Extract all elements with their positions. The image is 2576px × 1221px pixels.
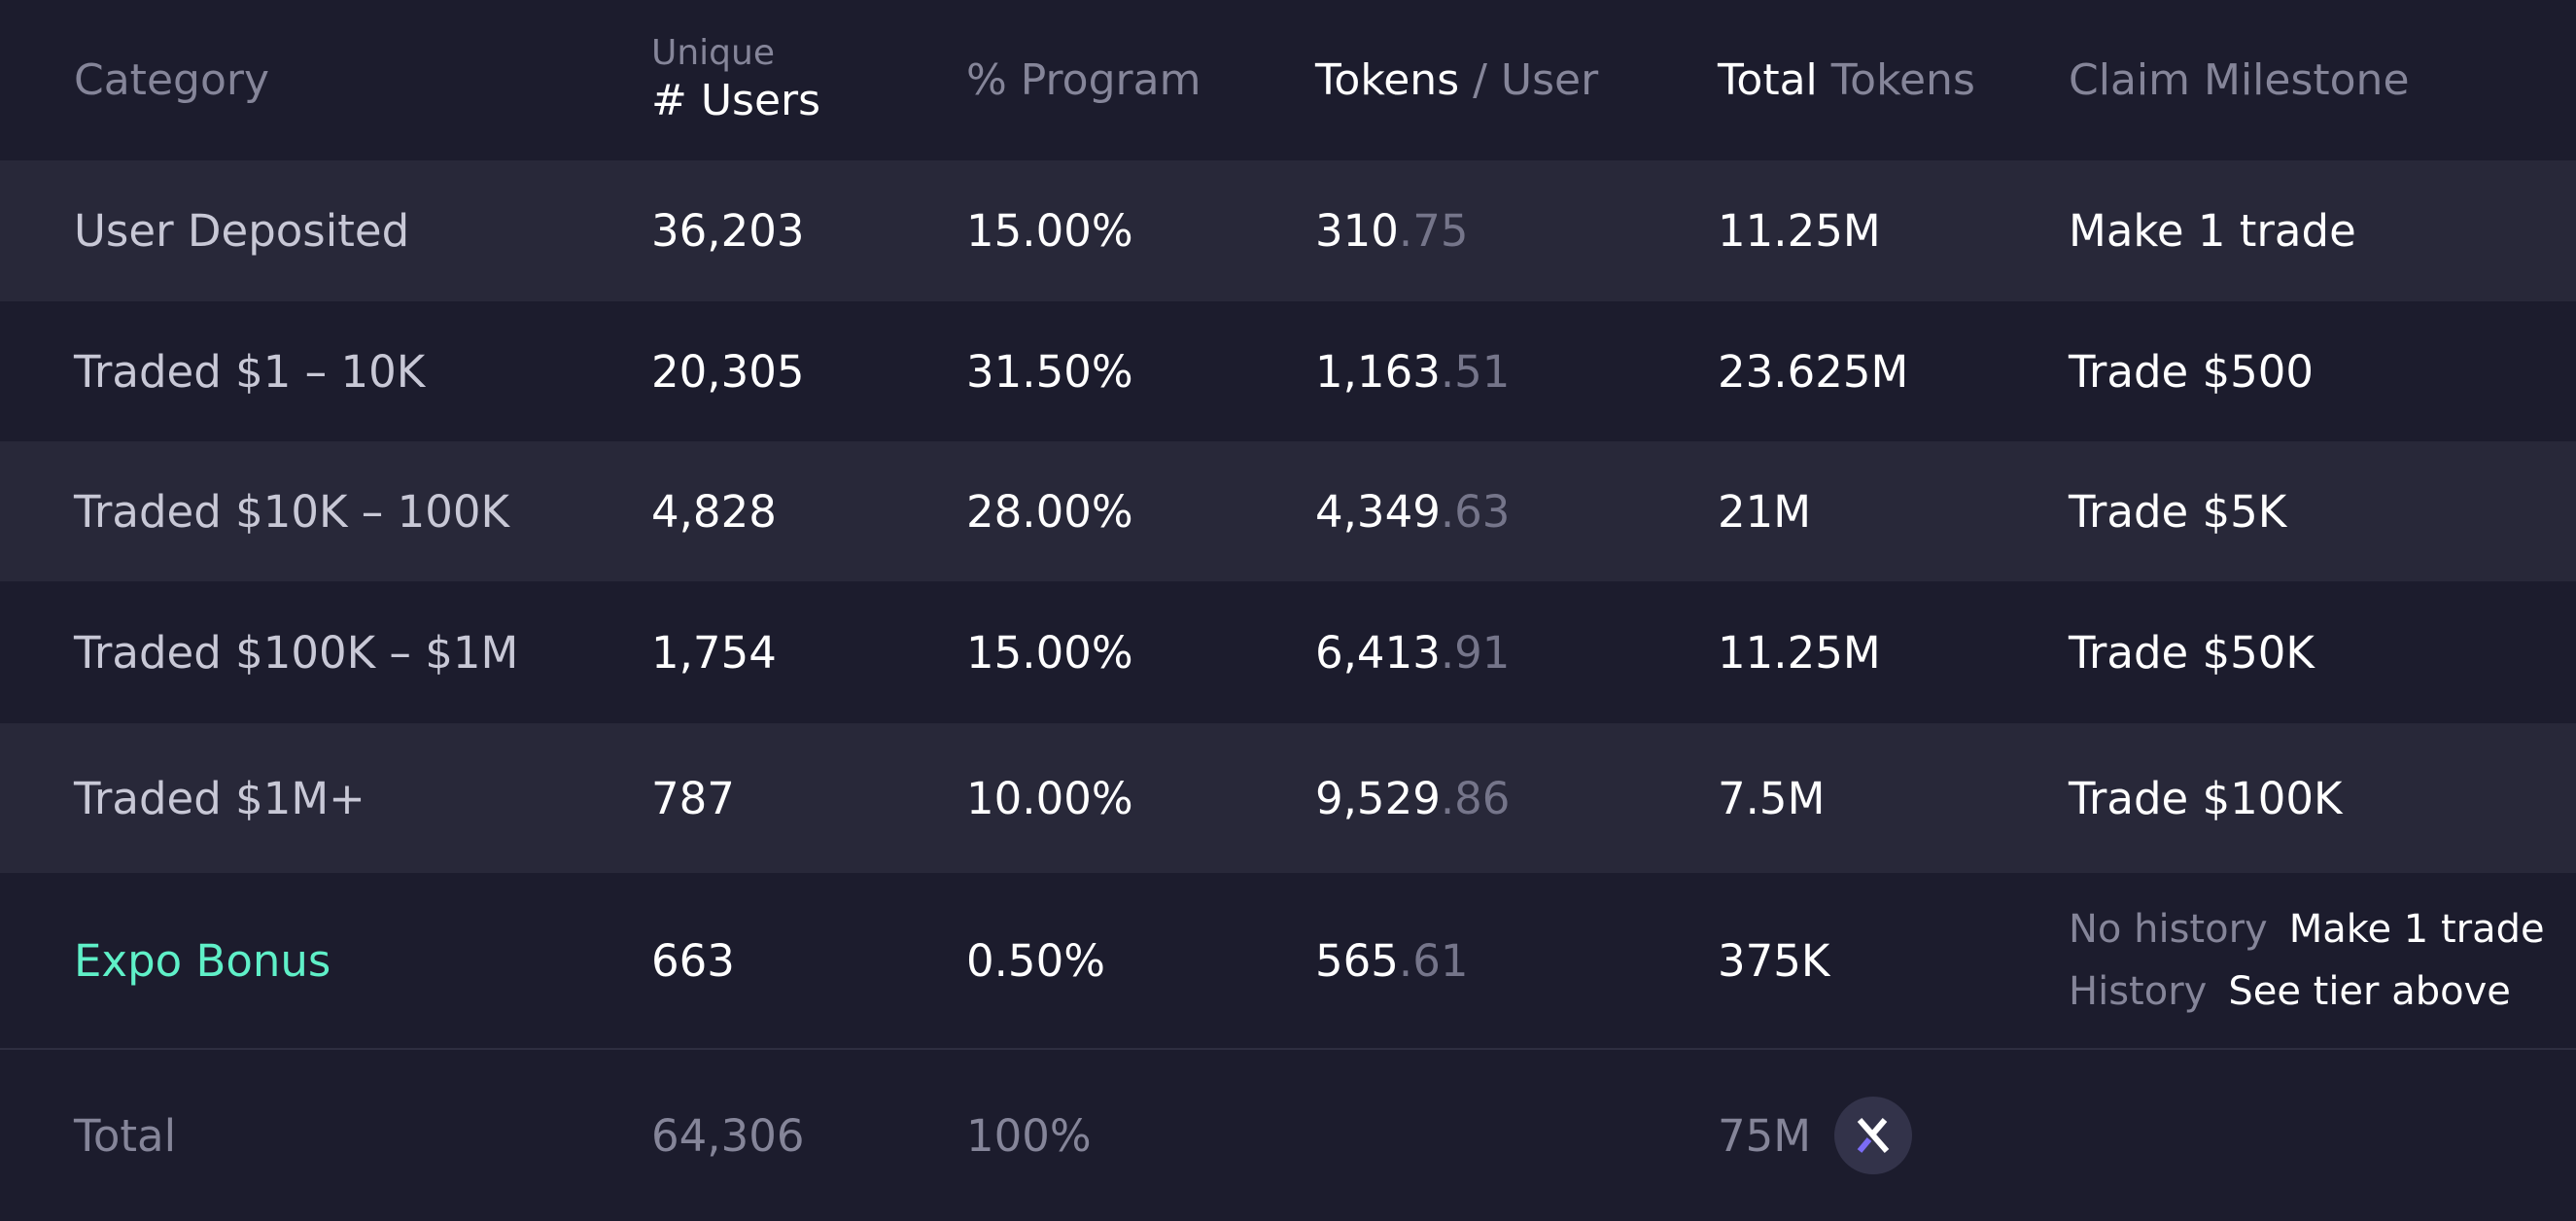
row-total-tokens: 11.25M [1718, 626, 1881, 679]
tpu-int: 4,349 [1315, 485, 1441, 538]
row-category: Traded $1 – 10K [74, 345, 426, 398]
header-tokens-per-user: Tokens / User [1315, 0, 1598, 160]
header-category: Category [74, 55, 269, 105]
bonus-row: Expo Bonus 663 0.50% 565.61 375K No hist… [0, 873, 2576, 1048]
total-label: Total [74, 1109, 177, 1162]
header-total-tokens: Total Tokens [1718, 0, 1975, 160]
tpu-int: 310 [1315, 205, 1399, 257]
row-claim-milestone: Trade $500 [2069, 345, 2315, 398]
claim-key: History [2069, 969, 2208, 1014]
tpu-int: 565 [1315, 934, 1399, 987]
bonus-claim-milestone: No history Make 1 trade History See tier… [2069, 873, 2545, 1048]
total-tokens: 75M [1718, 1050, 1913, 1221]
tpu-dec: .61 [1398, 934, 1469, 987]
row-total-tokens: 21M [1718, 485, 1812, 538]
tpu-int: 1,163 [1315, 345, 1441, 398]
total-program: 100% [966, 1109, 1092, 1162]
header-tokens-per-user-a: Tokens [1315, 55, 1460, 105]
table-row: Traded $10K – 100K 4,828 28.00% 4,349.63… [0, 441, 2576, 581]
claim-line-history: History See tier above [2069, 969, 2511, 1014]
tpu-int: 6,413 [1315, 626, 1441, 679]
row-users: 4,828 [651, 485, 777, 538]
claim-key: No history [2069, 907, 2268, 952]
row-tokens-per-user: 1,163.51 [1315, 301, 1510, 441]
row-total-tokens: 23.625M [1718, 345, 1909, 398]
row-users: 1,754 [651, 626, 777, 679]
row-tokens-per-user: 4,349.63 [1315, 441, 1510, 581]
bonus-total-tokens: 375K [1718, 934, 1830, 987]
header-tokens-per-user-b: / User [1459, 55, 1599, 105]
header-users-big: # Users [651, 75, 821, 125]
row-category: User Deposited [74, 205, 410, 257]
header-program: % Program [966, 55, 1201, 105]
row-users: 36,203 [651, 205, 805, 257]
row-category: Traded $100K – $1M [74, 626, 519, 679]
row-claim-milestone: Trade $100K [2069, 772, 2343, 824]
table-row: Traded $100K – $1M 1,754 15.00% 6,413.91… [0, 581, 2576, 723]
claim-value: See tier above [2228, 969, 2511, 1014]
total-users: 64,306 [651, 1109, 805, 1162]
header-total-tokens-b: Tokens [1817, 55, 1975, 105]
bonus-tokens-per-user: 565.61 [1315, 873, 1468, 1048]
row-users: 20,305 [651, 345, 805, 398]
bonus-program: 0.50% [966, 934, 1105, 987]
dydx-logo-icon [1834, 1097, 1913, 1174]
tpu-dec: .51 [1440, 345, 1511, 398]
bonus-category: Expo Bonus [74, 934, 331, 987]
tpu-dec: .75 [1398, 205, 1469, 257]
row-total-tokens: 7.5M [1718, 772, 1826, 824]
table-header: Category Unique # Users % Program Tokens… [0, 0, 2576, 160]
row-program: 31.50% [966, 345, 1133, 398]
table-row: Traded $1 – 10K 20,305 31.50% 1,163.51 2… [0, 301, 2576, 441]
row-claim-milestone: Trade $5K [2069, 485, 2287, 538]
table-row: Traded $1M+ 787 10.00% 9,529.86 7.5M Tra… [0, 723, 2576, 873]
claim-line-no-history: No history Make 1 trade [2069, 907, 2545, 952]
row-tokens-per-user: 310.75 [1315, 160, 1468, 301]
claim-value: Make 1 trade [2288, 907, 2545, 952]
tpu-dec: .86 [1440, 772, 1511, 824]
row-program: 15.00% [966, 205, 1133, 257]
row-category: Traded $1M+ [74, 772, 366, 824]
row-claim-milestone: Trade $50K [2069, 626, 2315, 679]
header-total-tokens-a: Total [1718, 55, 1818, 105]
row-program: 15.00% [966, 626, 1133, 679]
bonus-users: 663 [651, 934, 735, 987]
row-program: 10.00% [966, 772, 1133, 824]
row-category: Traded $10K – 100K [74, 485, 509, 538]
tpu-dec: .91 [1440, 626, 1511, 679]
row-tokens-per-user: 6,413.91 [1315, 581, 1510, 723]
dydx-logo-icon-glyph [1857, 1118, 1890, 1153]
header-claim-milestone: Claim Milestone [2069, 55, 2410, 105]
row-tokens-per-user: 9,529.86 [1315, 723, 1510, 873]
total-row: Total 64,306 100% 75M [0, 1048, 2576, 1221]
header-users-small: Unique [651, 33, 775, 74]
row-users: 787 [651, 772, 735, 824]
tpu-int: 9,529 [1315, 772, 1441, 824]
tpu-dec: .63 [1440, 485, 1511, 538]
header-users: Unique # Users [651, 0, 820, 160]
row-total-tokens: 11.25M [1718, 205, 1881, 257]
total-tokens-value: 75M [1718, 1109, 1812, 1162]
table-row: User Deposited 36,203 15.00% 310.75 11.2… [0, 160, 2576, 301]
row-program: 28.00% [966, 485, 1133, 538]
row-claim-milestone: Make 1 trade [2069, 205, 2356, 257]
